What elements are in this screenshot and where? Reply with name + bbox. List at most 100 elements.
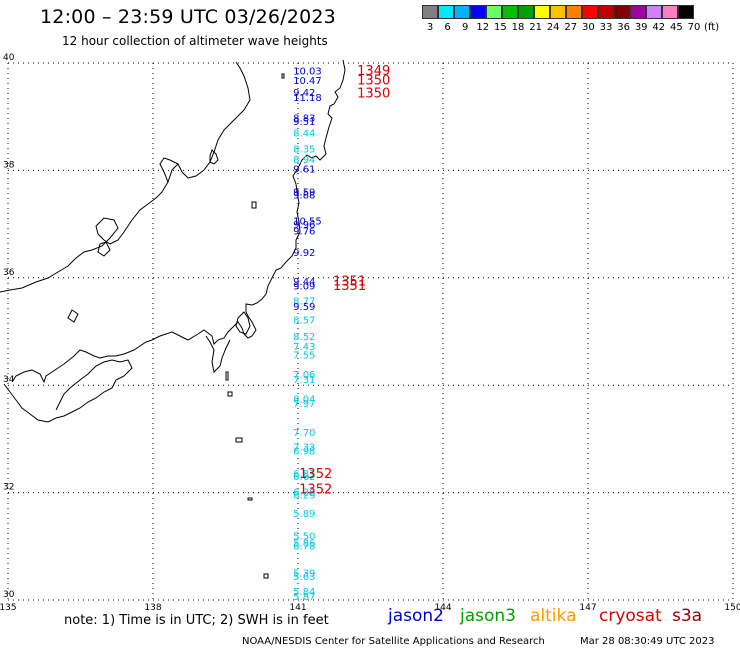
mission-legend-s3a: s3a <box>672 606 703 626</box>
pass-id-label: 1352 <box>299 483 332 498</box>
wave-height-label: 10.03 <box>293 66 322 77</box>
colorbar <box>422 5 694 19</box>
longitude-tick-label: 144 <box>434 603 451 613</box>
pass-id-label: 1350 <box>357 86 390 101</box>
colorbar-swatch <box>550 5 566 19</box>
wave-height-label: 8.83 <box>293 114 315 125</box>
kii-peninsula <box>3 359 133 423</box>
colorbar-label: 42 <box>652 22 666 33</box>
colorbar-label: 39 <box>634 22 648 33</box>
wave-height-label: 6.62 <box>293 472 315 483</box>
wave-height-label: 8.04 <box>293 394 315 405</box>
colorbar-label: 21 <box>529 22 542 33</box>
wave-height-label: 7.55 <box>293 350 315 361</box>
wave-height-label: 6.29 <box>293 491 315 502</box>
observation-labels: 10.0310.479.4211.188.839.518.448.358.949… <box>293 64 390 603</box>
latitude-tick-label: 40 <box>3 53 15 63</box>
colorbar-swatch <box>678 5 694 19</box>
longitude-tick-label: 138 <box>144 603 161 613</box>
latitude-tick-label: 36 <box>3 268 15 278</box>
lake-biwa <box>97 241 111 257</box>
footer-timestamp: Mar 28 08:30:49 UTC 2023 <box>580 636 715 647</box>
colorbar-swatch <box>502 5 518 19</box>
wave-height-label: 5.87 <box>293 592 315 603</box>
wave-height-label: 9.59 <box>293 302 315 313</box>
wave-height-label: 8.35 <box>293 145 315 156</box>
colorbar-swatch <box>534 5 550 19</box>
wave-height-label: 5.63 <box>293 572 315 583</box>
colorbar-label: 12 <box>476 22 490 33</box>
colorbar-swatch <box>422 5 438 19</box>
pass-id-label: 1351 <box>333 279 366 294</box>
wave-height-label: 9.88 <box>293 190 315 201</box>
wave-height-label: 9.92 <box>293 248 315 259</box>
wave-height-label: 6.78 <box>293 542 315 553</box>
wave-height-label: 7.06 <box>293 370 315 381</box>
colorbar-swatch <box>598 5 614 19</box>
colorbar-label: 45 <box>670 22 683 33</box>
wave-height-label: 8.52 <box>293 332 315 343</box>
honshu-coast-north <box>11 59 346 384</box>
colorbar-label: 18 <box>511 22 525 33</box>
wave-height-label: 5.39 <box>293 568 315 579</box>
colorbar-label: 30 <box>582 22 595 33</box>
wave-height-label: 9.44 <box>293 277 315 288</box>
wave-height-label: 9.59 <box>293 188 315 199</box>
latitude-tick-label: 38 <box>3 160 15 170</box>
wave-height-label: 10.55 <box>293 217 322 228</box>
latitude-tick-label: 30 <box>3 590 15 600</box>
wave-height-label: 6.81 <box>293 469 315 480</box>
izu-peninsula <box>205 335 231 374</box>
colorbar-swatch <box>518 5 534 19</box>
longitude-labels: 135 138 141 144 147 150 <box>0 603 740 613</box>
mission-legend-cryosat: cryosat <box>599 606 662 626</box>
colorbar-swatch <box>582 5 598 19</box>
latitude-tick-label: 32 <box>3 483 14 493</box>
coastline <box>0 59 346 579</box>
colorbar-swatch <box>614 5 630 19</box>
graticule <box>7 62 734 601</box>
boso-peninsula <box>235 311 251 335</box>
colorbar-swatch <box>486 5 502 19</box>
colorbar-swatch <box>646 5 662 19</box>
colorbar-label: (ft) <box>704 22 720 33</box>
longitude-tick-label: 147 <box>579 603 596 613</box>
colorbar-label: 15 <box>494 22 507 33</box>
mission-legend-altika: altika <box>530 606 577 626</box>
pass-id-label: 1352 <box>299 467 332 482</box>
colorbar-label: 24 <box>546 22 560 33</box>
colorbar-label: 36 <box>617 22 630 33</box>
wave-height-label: 9.51 <box>293 117 315 128</box>
colorbar-swatch <box>470 5 486 19</box>
pass-id-label: 1350 <box>357 73 390 88</box>
colorbar-swatch <box>566 5 582 19</box>
colorbar-label: 9 <box>462 22 469 33</box>
wave-height-label: 10.47 <box>293 76 322 87</box>
footer-credit: NOAA/NESDIS Center for Satellite Applica… <box>242 636 545 647</box>
wave-height-label: 6.26 <box>293 487 315 498</box>
wave-height-label: 7.33 <box>293 443 315 454</box>
noto-peninsula <box>159 157 179 183</box>
colorbar-swatch <box>630 5 646 19</box>
wave-height-label: 8.94 <box>293 155 315 166</box>
sado-island <box>209 149 219 165</box>
wave-height-label: 9.76 <box>293 226 315 237</box>
wave-height-label: 5.86 <box>293 538 315 549</box>
colorbar-label: 70 <box>687 22 701 33</box>
wave-height-label: 6.98 <box>293 446 315 457</box>
footer-note: note: 1) Time is in UTC; 2) SWH is in fe… <box>64 613 329 628</box>
longitude-tick-label: 141 <box>289 603 306 613</box>
latitude-tick-label: 34 <box>3 375 15 385</box>
wave-height-label: 11.18 <box>293 93 322 104</box>
pass-id-label: 1351 <box>333 274 366 289</box>
awaji-island <box>67 309 79 323</box>
colorbar-label: 3 <box>426 22 434 33</box>
latitude-labels: 40 38 36 34 32 30 <box>3 53 15 600</box>
colorbar-swatch <box>438 5 454 19</box>
colorbar-label: 6 <box>444 22 451 33</box>
wave-height-label: 8.57 <box>293 315 315 326</box>
wave-height-label: 9.42 <box>293 88 315 99</box>
wave-height-label: 8.77 <box>293 297 315 308</box>
colorbar-swatch <box>662 5 678 19</box>
